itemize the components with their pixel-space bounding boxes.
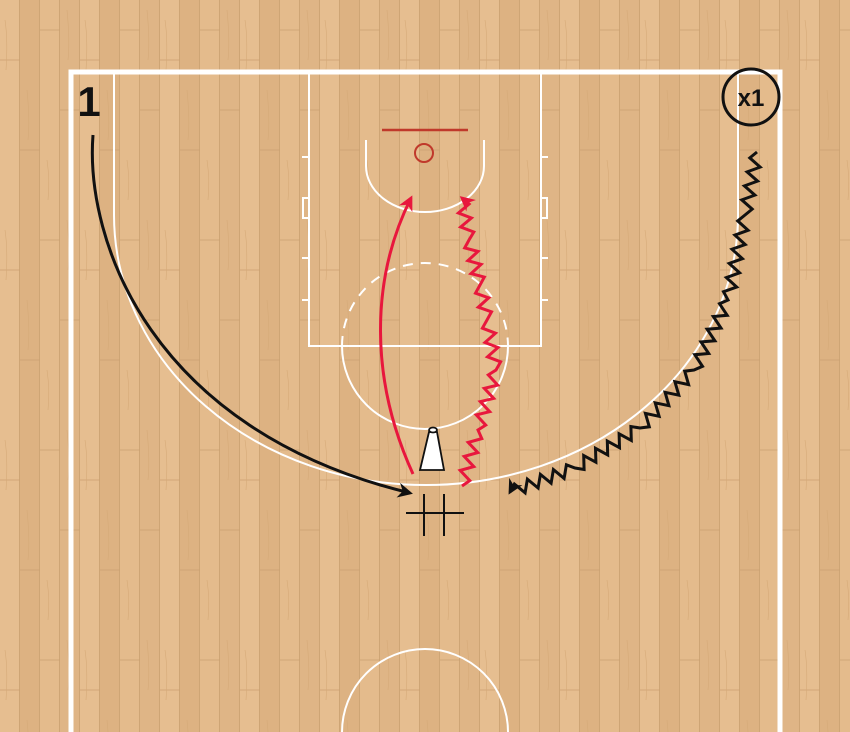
restricted-arc [365, 140, 485, 213]
free-throw-circle-upper [341, 262, 509, 347]
player-offense-1: 1 [77, 78, 100, 125]
cone-icon [418, 426, 446, 471]
lane-marks [302, 156, 548, 301]
court-lines [68, 69, 783, 732]
center-circle [341, 648, 509, 732]
dribble-path [455, 196, 503, 488]
drive-path [379, 195, 415, 475]
screen-marker-icon [406, 494, 464, 536]
defense-shuffle-path [508, 150, 764, 496]
offense-cut-path [90, 134, 413, 498]
rim [414, 143, 434, 163]
player-defense-label: x1 [738, 85, 765, 112]
free-throw-circle-lower [341, 345, 509, 430]
player-defense-x1: x1 [721, 67, 781, 127]
